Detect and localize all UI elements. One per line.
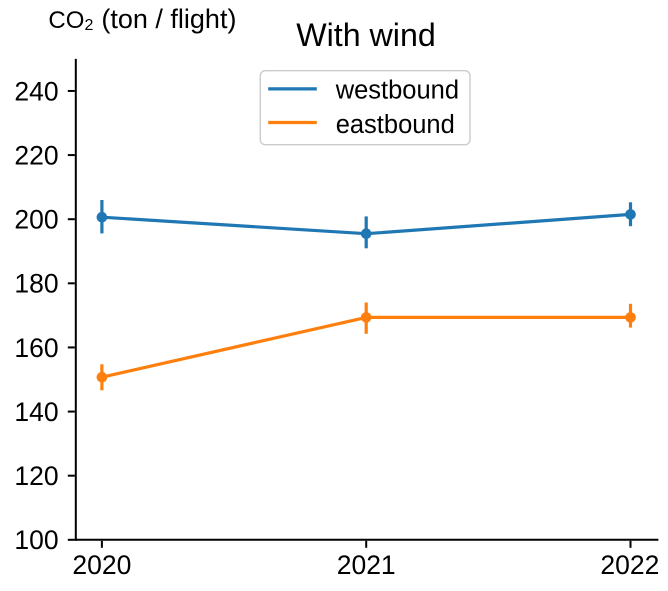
svg-text:2021: 2021 [337, 550, 396, 580]
svg-text:240: 240 [14, 76, 58, 106]
svg-text:eastbound: eastbound [336, 111, 455, 139]
svg-text:220: 220 [14, 141, 58, 171]
svg-text:160: 160 [14, 333, 58, 363]
svg-text:With wind: With wind [296, 17, 436, 53]
svg-text:120: 120 [14, 461, 58, 491]
svg-text:westbound: westbound [335, 76, 459, 104]
svg-text:2022: 2022 [600, 550, 659, 580]
svg-text:100: 100 [14, 525, 58, 555]
svg-text:140: 140 [14, 397, 58, 427]
svg-text:2020: 2020 [72, 550, 131, 580]
svg-text:(ton / flight): (ton / flight) [101, 4, 236, 34]
svg-text:2: 2 [85, 17, 94, 34]
svg-text:CO: CO [48, 7, 84, 34]
svg-text:180: 180 [14, 269, 58, 299]
svg-text:200: 200 [14, 205, 58, 235]
